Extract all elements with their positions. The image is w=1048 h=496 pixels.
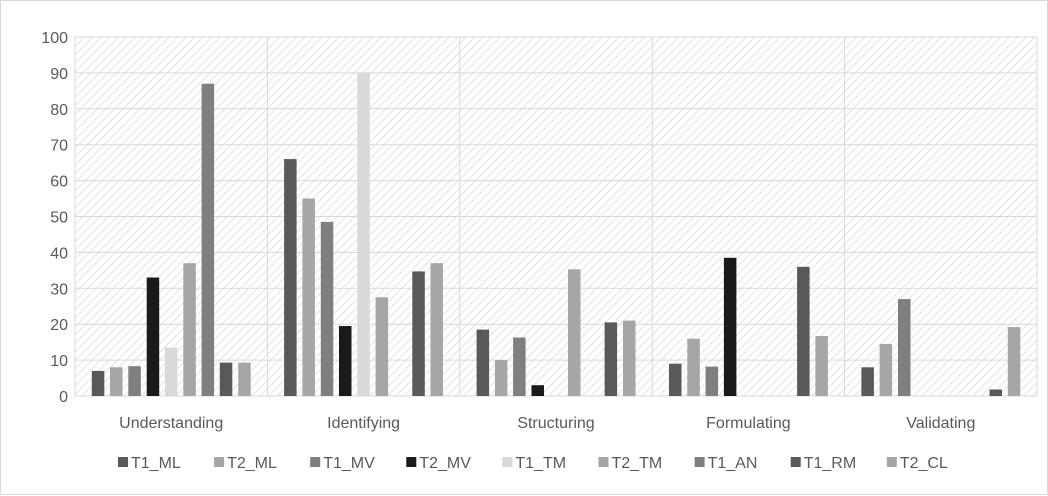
bar-t1_mv-identifying <box>320 221 334 396</box>
y-tick-label: 80 <box>50 102 68 119</box>
x-category-label: Structuring <box>517 415 594 432</box>
y-axis-ticks: 0 10 20 30 40 50 60 70 80 90 100 <box>41 30 68 406</box>
bar-t2_cl-identifying <box>430 263 443 396</box>
gridlines <box>74 36 1038 397</box>
legend-swatch-t1_tm <box>502 457 513 467</box>
legend: T1_ML T2_ML T1_MV T2_MV T1_TM T2_TM T1_AN T1_RM… <box>118 455 948 472</box>
bar-t1_rm-identifying <box>412 271 425 396</box>
legend-label-t2_tm: T2_TM <box>612 455 663 472</box>
bar-t2_ml-structuring <box>494 360 508 396</box>
legend-swatch-t1_rm <box>790 457 801 467</box>
bar-t1_rm-validating <box>989 389 1002 396</box>
y-tick-label: 50 <box>50 210 68 227</box>
x-category-label: Identifying <box>327 415 400 432</box>
bar-t2_cl-validating <box>1007 327 1021 396</box>
bar-t1_mv-structuring <box>513 337 526 396</box>
bar-t1_ml-formulating <box>669 363 682 396</box>
y-tick-label: 100 <box>41 30 68 47</box>
bar-t2_tm-structuring <box>568 269 581 396</box>
y-tick-label: 60 <box>50 174 68 191</box>
bar-t1_tm-identifying <box>357 72 370 397</box>
y-tick-label: 90 <box>50 66 68 83</box>
bar-t1_rm-understanding <box>219 362 233 396</box>
legend-label-t1_rm: T1_RM <box>804 455 856 472</box>
legend-label-t1_ml: T1_ML <box>131 455 181 472</box>
bar-t1_mv-formulating <box>705 366 719 396</box>
legend-label-t1_mv: T1_MV <box>323 455 375 472</box>
legend-label-t2_ml: T2_ML <box>227 455 277 472</box>
legend-label-t2_cl: T2_CL <box>900 455 948 472</box>
legend-swatch-t2_cl <box>886 457 897 467</box>
legend-swatch-t1_an <box>694 457 705 467</box>
legend-swatch-t2_ml <box>214 457 225 467</box>
y-tick-label: 0 <box>59 389 68 406</box>
bar-t1_ml-structuring <box>476 329 490 396</box>
x-category-label: Understanding <box>119 415 223 432</box>
bars <box>91 72 1021 397</box>
x-category-label: Formulating <box>706 415 790 432</box>
legend-swatch-t1_ml <box>118 457 128 467</box>
bar-t1_ml-validating <box>861 367 874 396</box>
bar-t2_mv-understanding <box>146 277 160 396</box>
bar-t2_tm-understanding <box>183 263 196 396</box>
legend-label-t1_tm: T1_TM <box>515 455 566 472</box>
bar-t2_cl-formulating <box>815 336 828 396</box>
bar-t1_ml-understanding <box>91 370 105 396</box>
y-tick-label: 30 <box>50 281 68 298</box>
legend-label-t2_mv: T2_MV <box>419 455 471 472</box>
bar-t2_mv-formulating <box>723 257 737 396</box>
bar-t2_mv-structuring <box>531 385 544 396</box>
y-tick-label: 70 <box>50 138 68 155</box>
bar-t1_tm-understanding <box>164 347 178 396</box>
bar-t2_mv-identifying <box>339 326 352 396</box>
bar-t2_ml-formulating <box>687 338 700 396</box>
legend-swatch-t2_mv <box>406 457 417 467</box>
bar-t2_ml-validating <box>879 343 893 396</box>
x-category-label: Validating <box>906 415 975 432</box>
x-axis-labels: Understanding Identifying Structuring Formu… <box>119 415 975 432</box>
bar-t1_rm-structuring <box>604 322 618 396</box>
y-tick-label: 40 <box>50 245 68 262</box>
bar-t1_mv-understanding <box>128 366 141 396</box>
bar-t2_ml-identifying <box>302 198 315 396</box>
bar-t2_tm-identifying <box>375 297 389 396</box>
y-tick-label: 10 <box>50 353 68 370</box>
y-tick-label: 20 <box>50 317 68 334</box>
bar-t1_rm-formulating <box>797 266 810 396</box>
bar-t1_ml-identifying <box>284 159 297 396</box>
legend-swatch-t1_mv <box>310 457 321 467</box>
bar-t2_cl-understanding <box>238 362 251 396</box>
legend-swatch-t2_tm <box>598 457 609 467</box>
bar-t1_an-understanding <box>201 83 215 396</box>
bar-t2_cl-structuring <box>623 320 636 396</box>
bar-t2_ml-understanding <box>110 367 123 396</box>
bar-t1_mv-validating <box>898 299 911 396</box>
legend-label-t1_an: T1_AN <box>708 455 758 472</box>
